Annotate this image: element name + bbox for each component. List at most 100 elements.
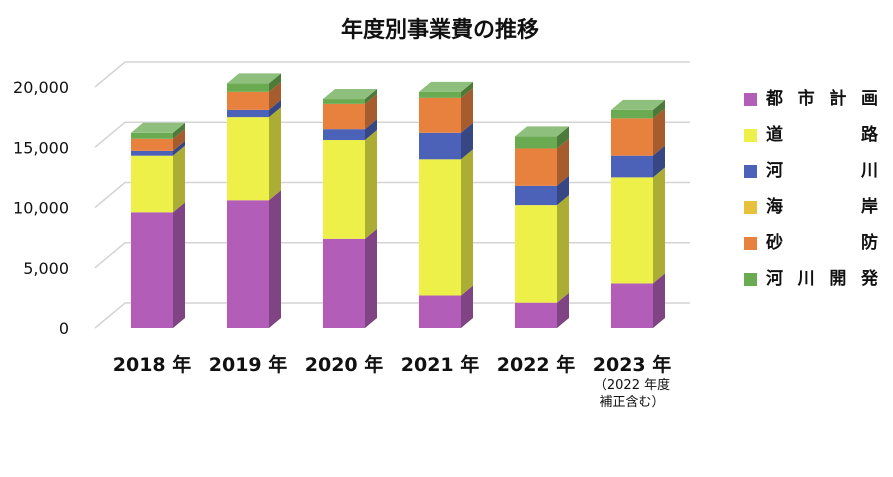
legend-item: 河 川 <box>744 158 884 194</box>
legend-item: 道 路 <box>744 122 884 158</box>
x-tick-label: 2021 年 <box>401 353 480 376</box>
legend-label: 河 川 <box>766 161 880 181</box>
bar-segment <box>515 185 557 206</box>
x-tick-label: 2019 年 <box>209 353 288 376</box>
bar-segment-side <box>557 292 569 328</box>
y-axis-ticks: 0 5,000 10,000 15,000 20,000 <box>13 78 69 338</box>
bar-segment <box>323 99 365 104</box>
gridline <box>94 121 690 148</box>
bar-segment <box>227 109 269 118</box>
bar-segment <box>419 97 461 133</box>
x-tick-note: （2022 年度 <box>594 377 670 393</box>
bar-segment-side <box>365 119 377 141</box>
y-tick-label: 10,000 <box>13 199 69 218</box>
bar-top-face <box>419 81 473 92</box>
bar-top-face <box>515 126 569 137</box>
bar-segment <box>131 155 173 213</box>
bar-segment-side <box>557 126 569 149</box>
x-axis-ticks: 2018 年 2019 年 2020 年 2021 年 2022 年 2023 年（202… <box>113 353 672 410</box>
bar-segment <box>611 283 653 328</box>
bar-segment <box>227 200 269 328</box>
legend-swatch <box>744 93 757 106</box>
bar-segment <box>131 132 173 139</box>
bar-segment-side <box>653 99 665 119</box>
bar-segment-side <box>461 285 473 328</box>
gridline <box>94 181 690 209</box>
bar-segment <box>227 91 269 110</box>
bar-segment-side <box>461 149 473 296</box>
chart-title: 年度別事業費の推移 <box>341 17 539 43</box>
bar-segment <box>515 148 557 186</box>
legend-swatch <box>744 165 757 178</box>
bar-stack <box>419 81 473 328</box>
bar-top-face <box>611 99 665 110</box>
bar-segment <box>227 83 269 92</box>
bar-segment-side <box>173 140 185 156</box>
bar-segment-side <box>365 89 377 104</box>
bar-stack <box>227 73 281 328</box>
bar-segment-side <box>653 273 665 328</box>
bar-stack <box>323 89 377 328</box>
x-tick-label: 2018 年 <box>113 353 192 376</box>
bar-segment <box>515 302 557 328</box>
y-tick-label: 15,000 <box>13 138 69 157</box>
bar-segment <box>323 238 365 328</box>
bar-segment-side <box>269 190 281 328</box>
bar-top-face <box>323 89 377 100</box>
bar-segment-side <box>461 122 473 160</box>
legend: 都 市 計 画道 路河 川海 岸砂 防河 川 開 発 <box>744 86 884 302</box>
legend-swatch <box>744 129 757 142</box>
bar-segment-side <box>269 73 281 92</box>
gridlines <box>94 61 690 329</box>
bar-segment <box>419 132 461 160</box>
bar-segment-side <box>173 128 185 151</box>
bar-top-face <box>227 73 281 84</box>
bar-segment-side <box>653 167 665 284</box>
legend-label: 海 岸 <box>766 197 880 217</box>
gridline <box>94 61 690 88</box>
bar-segment-side <box>557 138 569 186</box>
x-tick-label: 2020 年 <box>305 353 384 376</box>
bar-stack <box>515 126 569 328</box>
bar-segment-side <box>653 108 665 156</box>
legend-label: 道 路 <box>766 125 880 145</box>
bar-segment-side <box>653 145 665 178</box>
bar-segment-side <box>269 99 281 118</box>
y-tick-label: 20,000 <box>13 78 69 97</box>
bar-segment <box>611 118 653 156</box>
gridline <box>94 242 690 269</box>
bar-segment-side <box>461 81 473 98</box>
bar-segment-side <box>461 87 473 133</box>
bar-segment <box>419 295 461 328</box>
bar-segment <box>611 177 653 284</box>
bar-top-face <box>131 122 185 133</box>
bar-segment <box>227 117 269 201</box>
bar-segment <box>611 109 653 119</box>
bar-segment-side <box>365 93 377 130</box>
bars <box>131 73 665 328</box>
bar-segment-side <box>365 130 377 239</box>
legend-item: 都 市 計 画 <box>744 86 884 122</box>
bar-segment <box>323 129 365 141</box>
bar-segment-side <box>173 122 185 139</box>
y-tick-label: 5,000 <box>23 259 69 278</box>
bar-segment <box>323 140 365 239</box>
bar-segment <box>131 138 173 151</box>
legend-label: 河 川 開 発 <box>766 269 880 289</box>
bar-segment <box>131 212 173 328</box>
bar-stack <box>131 122 185 328</box>
bar-segment <box>419 159 461 296</box>
legend-item: 砂 防 <box>744 230 884 266</box>
legend-swatch <box>744 237 757 250</box>
bar-segment <box>611 155 653 178</box>
legend-swatch <box>744 273 757 286</box>
legend-label: 都 市 計 画 <box>766 89 880 109</box>
bar-segment <box>515 136 557 149</box>
x-tick-label: 2023 年 <box>593 353 672 376</box>
bar-segment-side <box>269 107 281 201</box>
bar-segment <box>131 150 173 156</box>
bar-segment <box>419 91 461 98</box>
gridline <box>94 302 690 329</box>
